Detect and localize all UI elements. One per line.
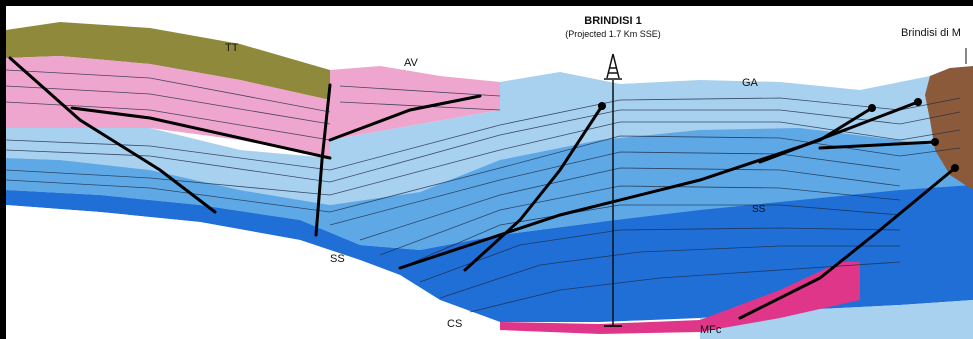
fault-left: [8, 56, 217, 214]
fault-thrust-3: [758, 100, 920, 164]
label-brindisi-m: Brindisi di M: [901, 27, 961, 39]
fault-av: [328, 94, 482, 142]
fault-center-steep: [314, 83, 332, 237]
label-ss-upper: SS: [752, 204, 766, 215]
label-ga: GA: [742, 77, 759, 89]
fault-thrust-5: [738, 166, 957, 320]
basement-blank: [6, 205, 500, 339]
blue-dark-unit: [6, 185, 973, 322]
faults: [8, 56, 957, 320]
label-mfc: MFc: [700, 324, 722, 336]
label-av: AV: [404, 57, 419, 69]
mfc-unit: [500, 262, 860, 334]
well-note: (Projected 1.7 Km SSE): [565, 29, 661, 39]
fault-left-sole: [70, 106, 332, 160]
fault-thrust-2: [398, 106, 874, 270]
label-ss-lower: SS: [330, 253, 345, 265]
label-cs: CS: [447, 318, 462, 330]
fault-thrust-1: [463, 104, 604, 272]
pink-unit-av: [330, 66, 500, 140]
fault-tips: [598, 98, 959, 172]
blue-lower-band: [700, 300, 973, 339]
well-name: BRINDISI 1: [584, 15, 641, 27]
bedding-lines: [5, 69, 961, 313]
fault-thrust-4: [818, 140, 937, 150]
brindisi-body: [925, 66, 973, 190]
oil-derrick-icon: [604, 53, 622, 80]
label-tt: TT: [225, 42, 239, 54]
tt-unit: [6, 22, 330, 100]
pink-unit-left: [6, 56, 330, 158]
